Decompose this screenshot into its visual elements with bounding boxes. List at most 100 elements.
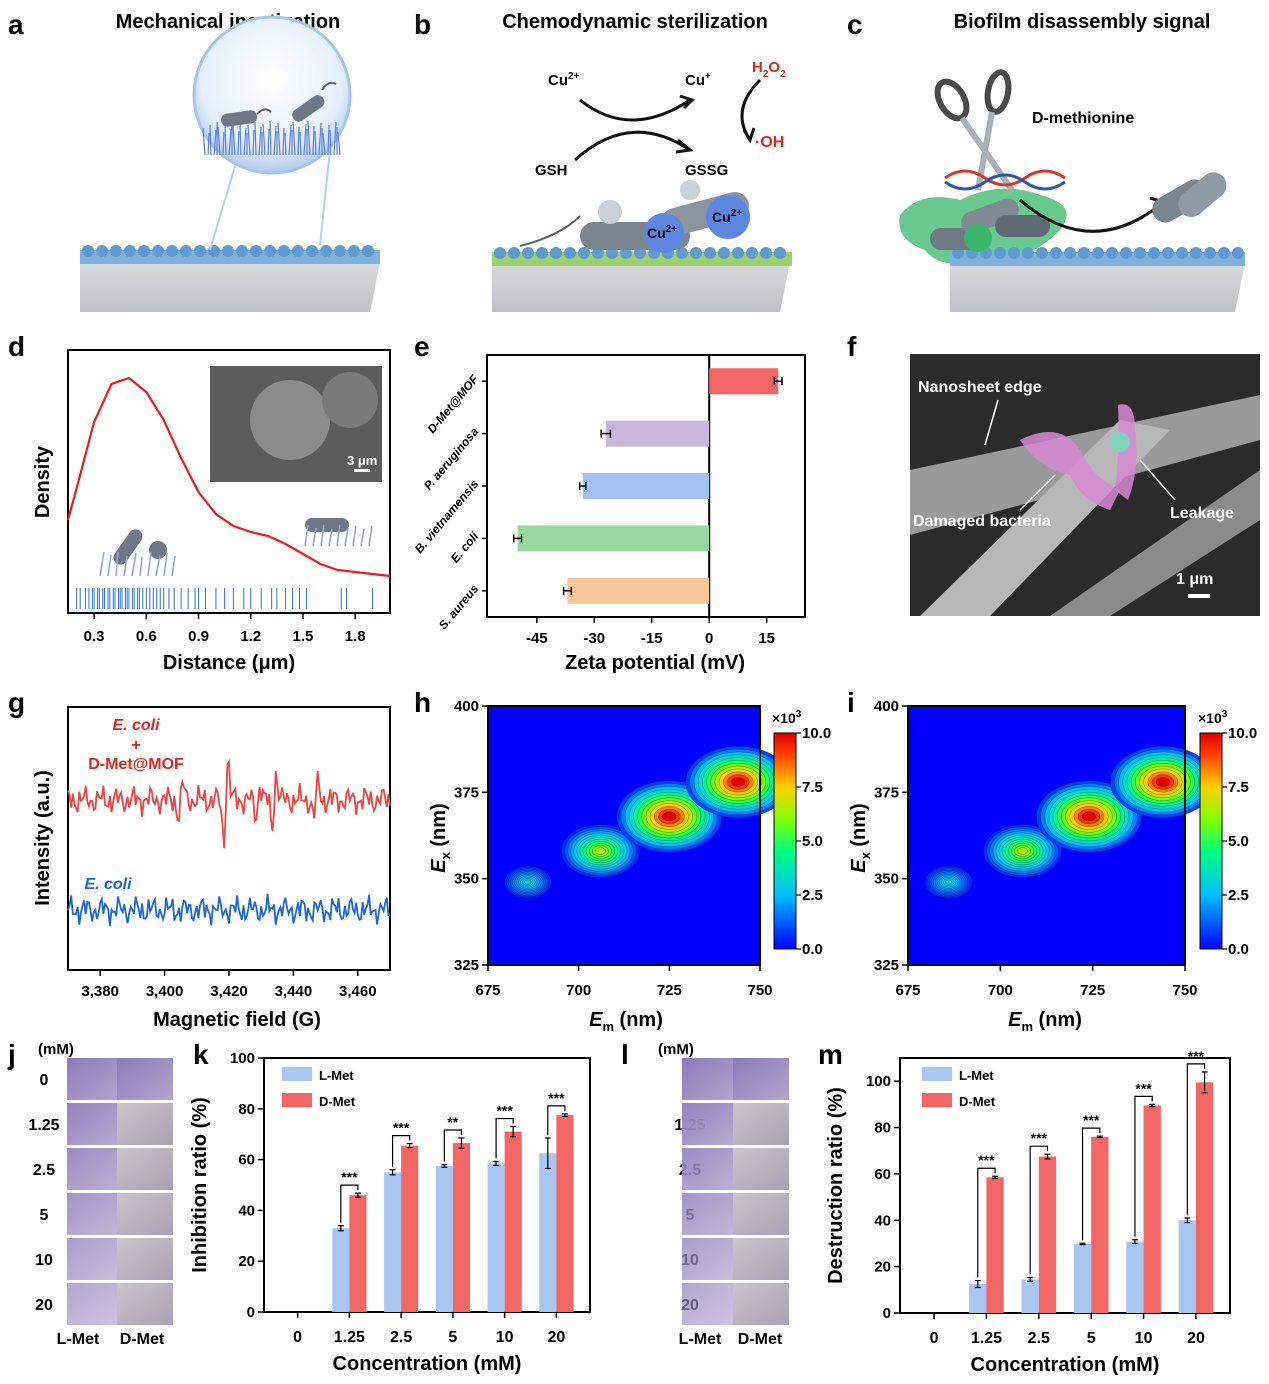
cu-ion-bubble-1 [644, 213, 684, 253]
mof-particle [718, 247, 730, 259]
tick-label: 725 [1080, 982, 1105, 999]
well-image-d-met [733, 1238, 789, 1280]
mof-particle [1106, 247, 1118, 259]
panel-j: j (mM) 0 1.25 2.5 5 10 20 L-Met D-Met [7, 1039, 173, 1348]
category-label: E. coli [448, 529, 482, 566]
bar-l-met [332, 1228, 350, 1312]
mof-particle [1008, 247, 1020, 259]
tick-label: 1.2 [240, 628, 261, 645]
nanosheet-blade [239, 122, 242, 156]
colorbar-tick-label: 7.5 [802, 779, 823, 796]
nanosheet-blade [209, 124, 212, 156]
x-ticks-d: 0.3 0.6 0.9 1.2 1.5 1.8 [84, 613, 366, 645]
damaged-bacteria-overlay [1020, 432, 1120, 510]
mof-particle [264, 245, 276, 257]
biofilm-bacteria [930, 198, 1050, 252]
legend-red-line1: E. coli [112, 717, 160, 734]
nanosheet-blade [262, 123, 266, 156]
tick-label: 0.9 [188, 628, 209, 645]
mof-particle [208, 245, 220, 257]
nanosheet-blade [213, 129, 217, 156]
bar-l-met [1073, 1243, 1092, 1313]
mof-particle [334, 245, 346, 257]
heatmap-i [908, 706, 1216, 965]
tick-label: 100 [866, 1073, 891, 1090]
nanosheet-blade [232, 125, 236, 156]
mof-particle [578, 247, 590, 259]
panel-label-h: h [414, 687, 431, 718]
bar-d-met [401, 1145, 419, 1312]
nanosheet-blade [282, 127, 285, 156]
significance-bracket [1186, 1063, 1206, 1215]
unit-label-l: (mM) [658, 1041, 694, 1058]
mof-particle [110, 245, 122, 257]
bar-d-met [452, 1143, 470, 1312]
row-label: 2.5 [33, 1162, 55, 1179]
sem-scale-label: 1 μm [1176, 571, 1213, 588]
hydroxyl-label: ·OH [755, 134, 784, 151]
bacteria-inset-right [304, 518, 373, 547]
tick-label: 1.8 [345, 628, 366, 645]
nanosheet-blade [329, 129, 332, 156]
well-image-l-met [67, 1283, 123, 1325]
nanosheet-blade [297, 126, 300, 156]
mof-spikes-c [952, 247, 1244, 259]
significance-bracket [977, 1167, 996, 1278]
panel-k: k 0 20 40 60 80 100 0 1.25 *** 2.5 *** 5 ** 10 *** 20 **… [189, 1039, 591, 1375]
rug-marks [76, 588, 374, 609]
colorbar-i [1199, 732, 1223, 950]
panel-h: h 675 700 725 750 400 375 350 325 Ex (nm) Em (n… [414, 687, 831, 1034]
panel-i: i 675 700 725 750 400 375 350 325 Ex (nm) Em (n… [847, 687, 1257, 1034]
legend-blue: E. coli [84, 876, 132, 893]
x-label-h: Em (nm) [589, 1009, 663, 1034]
nanosheet-blade [318, 122, 322, 156]
contour-level [662, 811, 677, 822]
tick-label: 60 [874, 1166, 891, 1183]
well-image-d-met [733, 1058, 789, 1100]
tick-label: 40 [874, 1212, 891, 1229]
legend-swatch [922, 1093, 952, 1107]
tick-label: 3,460 [339, 983, 377, 1000]
leakage-label: Leakage [1170, 505, 1234, 522]
nanosheet-blade [269, 120, 272, 156]
bar-l-met [1178, 1220, 1196, 1313]
panel-label-i: i [847, 687, 855, 718]
legend-swatch [282, 1067, 312, 1081]
y-label-d: Density [32, 445, 54, 518]
mof-particle [1092, 247, 1104, 259]
panel-label-k: k [193, 1039, 209, 1070]
mof-particle [536, 247, 548, 259]
mof-particle [320, 245, 332, 257]
mof-particle [1134, 247, 1146, 259]
mof-particle [1036, 247, 1048, 259]
tick-label: -45 [526, 630, 548, 647]
nanosheet-blade [267, 128, 270, 156]
y-label-i: Ex (nm) [848, 803, 873, 872]
nanosheet-blade [333, 121, 337, 156]
tick-label: 675 [895, 982, 920, 999]
nanosheet-blade [243, 127, 247, 156]
tick-label: 1.25 [971, 1330, 1002, 1347]
well-image-l-met [682, 1283, 738, 1325]
unit-label-j: (mM) [38, 1041, 74, 1058]
well-image-l-met [67, 1238, 123, 1280]
panel-b-title: Chemodynamic sterilization [502, 11, 768, 33]
zeta-bar [567, 577, 710, 604]
mof-particle [152, 245, 164, 257]
tick-label: 40 [238, 1202, 255, 1219]
legend-swatch [282, 1093, 312, 1107]
tick-label: 3,420 [210, 983, 248, 1000]
contour-level [1017, 847, 1028, 855]
tick-label: 80 [874, 1120, 891, 1137]
mof-particle [732, 247, 744, 259]
significance-label: *** [548, 1090, 565, 1106]
y-label-h: Ex (nm) [428, 803, 453, 872]
bar-d-met [1143, 1105, 1161, 1313]
colorbar-tick-label: 10.0 [1228, 725, 1257, 742]
well-image-d-met [117, 1283, 173, 1325]
bar-l-met [435, 1165, 453, 1312]
cu2-label: Cu2+ [548, 71, 580, 89]
legend-swatch [922, 1067, 952, 1081]
